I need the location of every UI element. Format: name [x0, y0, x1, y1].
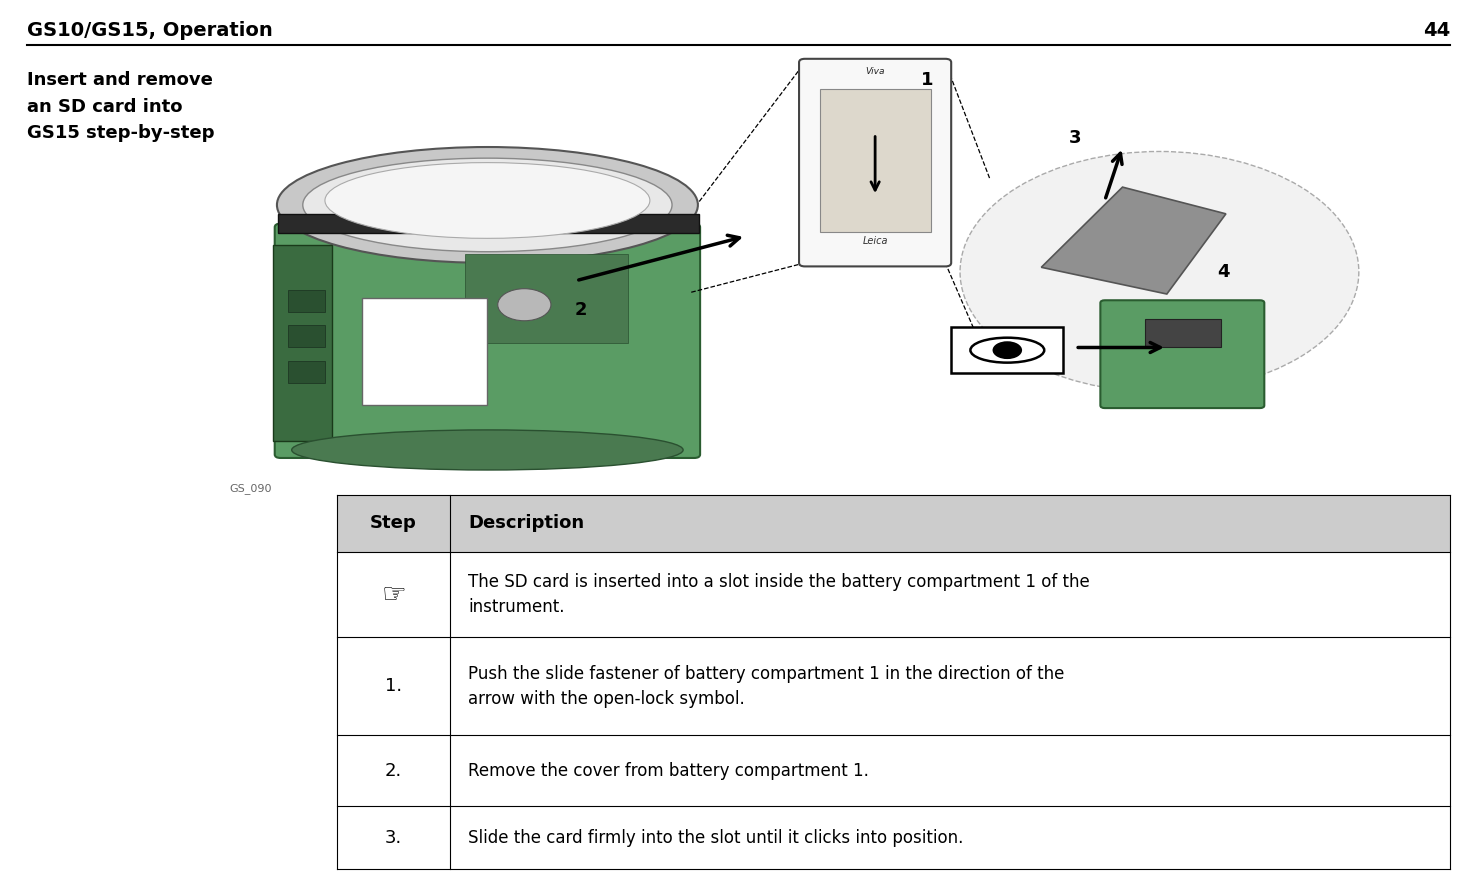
Bar	[273, 245, 332, 441]
FancyBboxPatch shape	[1100, 300, 1264, 408]
Bar	[337, 552, 1450, 637]
Bar	[278, 214, 699, 233]
Ellipse shape	[303, 159, 672, 252]
Text: Description: Description	[468, 514, 585, 533]
Text: 3: 3	[1069, 129, 1081, 147]
Circle shape	[960, 151, 1359, 392]
Bar	[1145, 319, 1221, 347]
Polygon shape	[1041, 187, 1226, 294]
Text: GS_090: GS_090	[229, 483, 272, 494]
FancyBboxPatch shape	[275, 224, 700, 458]
Circle shape	[993, 341, 1022, 359]
Text: 4: 4	[1217, 263, 1229, 281]
Bar	[362, 298, 487, 405]
Bar	[288, 361, 325, 383]
Ellipse shape	[278, 147, 697, 263]
Text: 44: 44	[1424, 20, 1450, 40]
Text: 1: 1	[922, 71, 933, 89]
Bar	[337, 637, 1450, 735]
Bar	[951, 327, 1063, 373]
Text: Remove the cover from battery compartment 1.: Remove the cover from battery compartmen…	[468, 762, 868, 780]
Text: Push the slide fastener of battery compartment 1 in the direction of the
arrow w: Push the slide fastener of battery compa…	[468, 665, 1065, 707]
Text: 3.: 3.	[385, 829, 402, 846]
Bar	[465, 254, 628, 343]
Text: Step: Step	[371, 514, 417, 533]
Circle shape	[498, 289, 551, 321]
Bar	[337, 806, 1450, 869]
Text: 2: 2	[575, 301, 586, 319]
Text: The SD card is inserted into a slot inside the battery compartment 1 of the
inst: The SD card is inserted into a slot insi…	[468, 573, 1090, 617]
Text: 1.: 1.	[385, 677, 402, 695]
Bar	[337, 735, 1450, 806]
Bar	[820, 89, 931, 232]
Bar	[288, 290, 325, 312]
FancyBboxPatch shape	[799, 59, 951, 266]
Ellipse shape	[291, 430, 684, 470]
Text: GS10/GS15, Operation: GS10/GS15, Operation	[27, 20, 272, 40]
Text: Slide the card firmly into the slot until it clicks into position.: Slide the card firmly into the slot unti…	[468, 829, 963, 846]
Ellipse shape	[970, 338, 1044, 363]
Text: 2.: 2.	[385, 762, 402, 780]
Text: Leica: Leica	[863, 235, 888, 246]
Text: Insert and remove
an SD card into
GS15 step-by-step: Insert and remove an SD card into GS15 s…	[27, 71, 214, 142]
Text: Viva: Viva	[866, 67, 885, 76]
Ellipse shape	[325, 162, 650, 238]
Bar	[288, 325, 325, 347]
Text: ☞: ☞	[381, 581, 406, 609]
Bar	[337, 495, 1450, 552]
